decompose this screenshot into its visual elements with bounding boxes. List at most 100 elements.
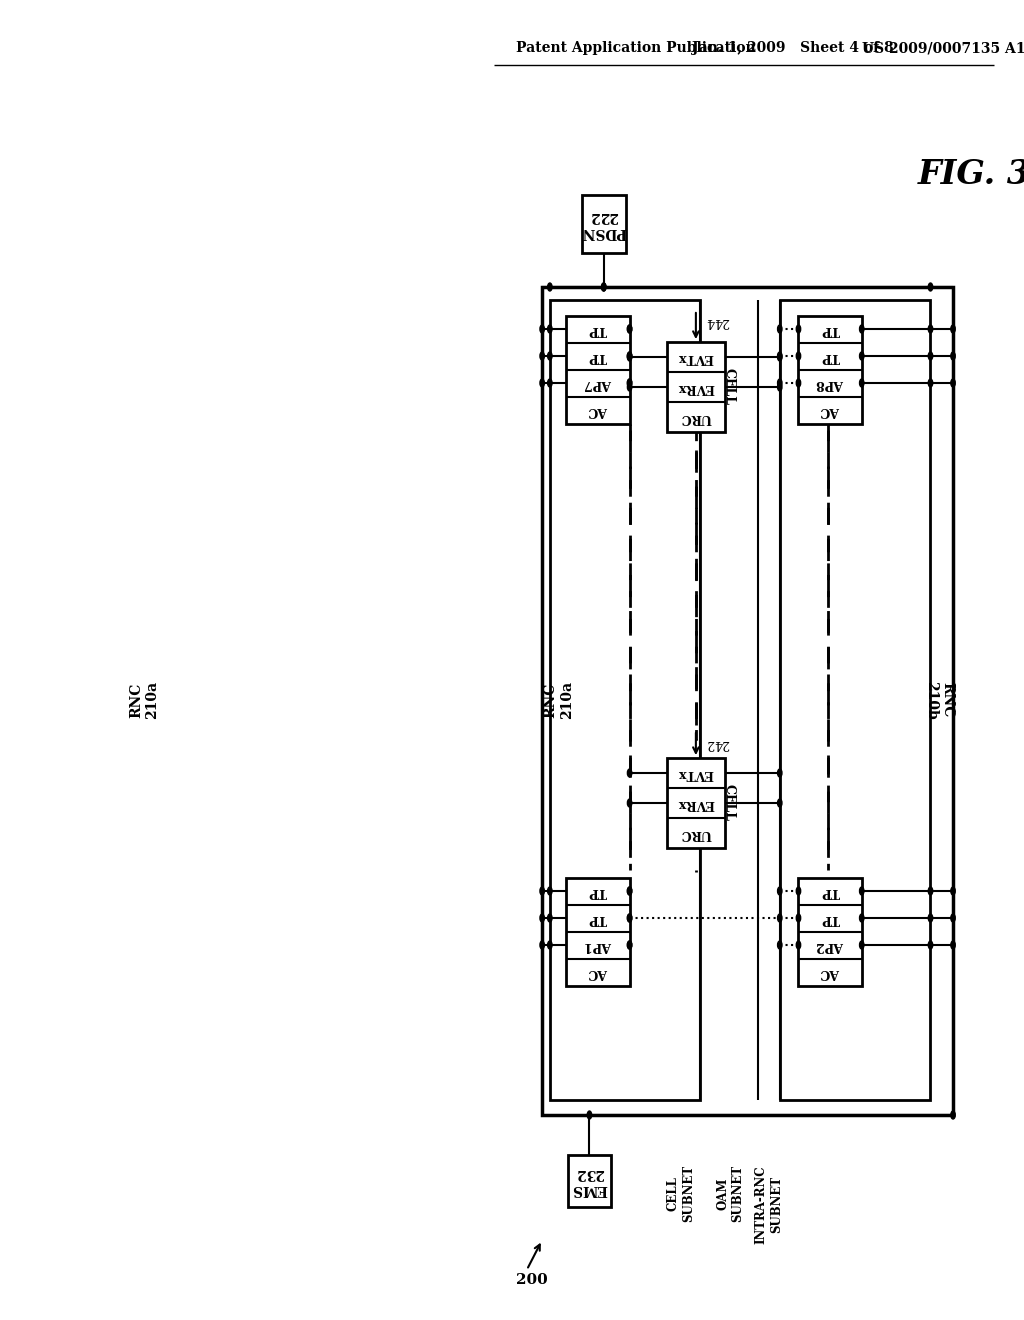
Text: TP: TP	[820, 323, 840, 337]
Text: RNC
210a: RNC 210a	[129, 681, 160, 719]
Circle shape	[859, 913, 864, 921]
Text: PDSN
222: PDSN 222	[581, 209, 627, 239]
Circle shape	[929, 325, 933, 333]
Circle shape	[951, 941, 955, 949]
Circle shape	[777, 941, 782, 949]
Bar	[780, 300, 931, 1100]
Text: TP: TP	[820, 350, 840, 363]
Circle shape	[797, 913, 801, 921]
Text: TP: TP	[589, 323, 607, 337]
Circle shape	[951, 913, 955, 921]
Circle shape	[777, 887, 782, 895]
Circle shape	[628, 325, 632, 333]
Circle shape	[797, 352, 801, 360]
Text: URC: URC	[680, 826, 712, 840]
Circle shape	[628, 352, 632, 360]
Text: 242: 242	[706, 737, 729, 750]
Circle shape	[628, 379, 632, 387]
Circle shape	[929, 352, 933, 360]
Circle shape	[548, 379, 552, 387]
Text: EVTx: EVTx	[678, 351, 714, 363]
Circle shape	[548, 941, 552, 949]
Circle shape	[951, 1111, 955, 1119]
Text: TP: TP	[820, 912, 840, 925]
Text: AP1: AP1	[584, 939, 612, 952]
Circle shape	[859, 941, 864, 949]
Text: AP8: AP8	[816, 378, 844, 389]
Circle shape	[777, 913, 782, 921]
Text: RNC
210b: RNC 210b	[925, 681, 954, 719]
Circle shape	[628, 352, 632, 360]
Circle shape	[777, 770, 782, 777]
Circle shape	[628, 325, 632, 333]
Circle shape	[777, 325, 782, 333]
Circle shape	[777, 799, 782, 807]
Circle shape	[951, 379, 955, 387]
Bar	[667, 758, 725, 847]
Circle shape	[628, 379, 632, 387]
Text: AC: AC	[820, 966, 840, 979]
Text: AC: AC	[588, 404, 608, 417]
Text: FIG. 3B: FIG. 3B	[918, 158, 1024, 191]
Circle shape	[777, 379, 782, 387]
Circle shape	[797, 941, 801, 949]
Circle shape	[777, 352, 782, 360]
Circle shape	[540, 887, 545, 895]
Text: Jan. 1, 2009   Sheet 4 of 8: Jan. 1, 2009 Sheet 4 of 8	[692, 41, 893, 55]
Bar	[667, 342, 725, 432]
Circle shape	[540, 941, 545, 949]
Text: AP7: AP7	[584, 378, 612, 389]
Text: INTRA-RNC
SUBNET: INTRA-RNC SUBNET	[755, 1166, 782, 1243]
Circle shape	[628, 352, 632, 360]
Circle shape	[859, 325, 864, 333]
Text: OAM
SUBNET: OAM SUBNET	[716, 1166, 744, 1222]
Circle shape	[540, 913, 545, 921]
Circle shape	[628, 913, 632, 921]
Circle shape	[628, 770, 632, 777]
Circle shape	[540, 325, 545, 333]
Text: CELL: CELL	[723, 784, 735, 821]
Circle shape	[929, 913, 933, 921]
Bar	[582, 195, 626, 253]
Circle shape	[797, 325, 801, 333]
Circle shape	[628, 383, 632, 391]
Text: TP: TP	[589, 884, 607, 898]
Text: CELL
SUBNET: CELL SUBNET	[667, 1166, 694, 1222]
Text: US 2009/0007135 A1: US 2009/0007135 A1	[862, 41, 1024, 55]
Circle shape	[859, 887, 864, 895]
Text: EVRx: EVRx	[677, 380, 715, 393]
Circle shape	[540, 352, 545, 360]
Circle shape	[797, 379, 801, 387]
Text: TP: TP	[589, 912, 607, 925]
Bar	[542, 286, 953, 1115]
Text: URC: URC	[680, 411, 712, 424]
Circle shape	[601, 282, 606, 290]
Text: Patent Application Publication: Patent Application Publication	[516, 41, 756, 55]
Circle shape	[628, 887, 632, 895]
Circle shape	[548, 325, 552, 333]
Text: RNC
210a: RNC 210a	[544, 681, 573, 719]
Circle shape	[929, 887, 933, 895]
Circle shape	[929, 282, 933, 290]
Bar	[568, 1155, 611, 1206]
Circle shape	[777, 352, 782, 360]
Circle shape	[548, 913, 552, 921]
Bar	[799, 878, 862, 986]
Text: AC: AC	[820, 404, 840, 417]
Text: CELL: CELL	[723, 368, 735, 405]
Circle shape	[859, 352, 864, 360]
Circle shape	[548, 887, 552, 895]
Circle shape	[601, 282, 606, 290]
Circle shape	[628, 913, 632, 921]
Circle shape	[777, 383, 782, 391]
Text: 200: 200	[516, 1272, 548, 1287]
Circle shape	[628, 887, 632, 895]
Bar	[799, 315, 862, 424]
Bar	[566, 878, 630, 986]
Circle shape	[540, 379, 545, 387]
Text: 244: 244	[706, 315, 730, 329]
Bar	[566, 315, 630, 424]
Text: TP: TP	[589, 350, 607, 363]
Circle shape	[859, 379, 864, 387]
Text: EVRx: EVRx	[677, 796, 715, 809]
